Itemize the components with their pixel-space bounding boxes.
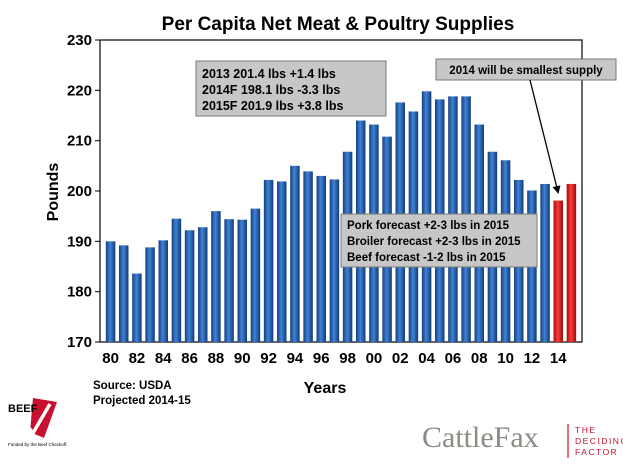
bar xyxy=(184,230,195,342)
x-tick-label: 94 xyxy=(287,350,304,367)
x-axis-title: Years xyxy=(304,380,347,397)
bar xyxy=(303,171,313,342)
beef-logo-word: BEEF xyxy=(8,403,38,415)
x-tick-label: 14 xyxy=(550,350,567,367)
y-tick-label: 230 xyxy=(67,32,92,49)
summary-line: 2015F 201.9 lbs +3.8 lbs xyxy=(202,99,343,113)
x-tick-label: 04 xyxy=(418,350,435,367)
y-tick-label: 180 xyxy=(67,284,92,301)
beef-checkoff-logo: BEEF Funded by the Beef Checkoff. xyxy=(8,398,67,447)
forecast-box: Pork forecast +2-3 lbs in 2015 Broiler f… xyxy=(340,213,538,268)
x-tick-label: 12 xyxy=(524,350,541,367)
bar xyxy=(277,181,287,342)
bar xyxy=(171,218,182,342)
projection-note: Projected 2014-15 xyxy=(93,395,191,407)
summary-line: 2014F 198.1 lbs -3.3 lbs xyxy=(202,83,340,97)
bar xyxy=(263,179,274,342)
y-tick-label: 220 xyxy=(67,82,92,99)
x-tick-label: 82 xyxy=(129,350,146,367)
bar-forecast xyxy=(553,200,563,342)
source-note: Source: USDA xyxy=(93,380,172,392)
bar xyxy=(237,219,247,342)
x-tick-label: 80 xyxy=(102,350,119,367)
forecast-line: Pork forecast +2-3 lbs in 2015 xyxy=(347,220,510,232)
forecast-line: Beef forecast -1-2 lbs in 2015 xyxy=(347,252,506,264)
cattlefax-wordmark: CattleFax xyxy=(422,421,539,454)
callout-label: 2014 will be smallest supply xyxy=(449,65,603,77)
bar xyxy=(105,241,116,342)
bar xyxy=(329,179,340,342)
summary-box: 2013 201.4 lbs +1.4 lbs 2014F 198.1 lbs … xyxy=(195,60,387,117)
y-tick-label: 200 xyxy=(67,183,92,200)
x-tick-label: 84 xyxy=(155,350,172,367)
bar xyxy=(119,245,129,342)
plot-frame xyxy=(99,39,583,343)
cattlefax-tagline: DECIDING xyxy=(575,436,623,446)
bar xyxy=(198,227,208,342)
bar xyxy=(211,211,221,342)
beef-logo-check xyxy=(22,403,52,437)
bar xyxy=(145,247,155,342)
x-tick-label: 88 xyxy=(208,350,225,367)
chart-title: Per Capita Net Meat & Poultry Supplies xyxy=(162,14,515,35)
bar xyxy=(540,183,550,342)
y-tick-label: 190 xyxy=(67,233,92,250)
x-axis-ticks: 80 82 84 86 88 90 92 94 96 98 00 02 04 06 08 10 12 14 xyxy=(102,350,567,367)
x-tick-label: 02 xyxy=(392,350,409,367)
x-tick-label: 86 xyxy=(181,350,198,367)
x-tick-label: 92 xyxy=(260,350,277,367)
forecast-line: Broiler forecast +2-3 lbs in 2015 xyxy=(347,236,521,248)
bar xyxy=(132,273,142,342)
y-tick-label: 170 xyxy=(67,334,92,351)
cattlefax-tagline: FACTOR xyxy=(575,447,618,457)
bar xyxy=(158,240,168,342)
y-axis-title: Pounds xyxy=(45,163,62,222)
beef-logo-caption: Funded by the Beef Checkoff. xyxy=(8,442,67,447)
x-tick-label: 10 xyxy=(497,350,514,367)
summary-line: 2013 201.4 lbs +1.4 lbs xyxy=(202,67,336,81)
bar xyxy=(290,165,300,342)
x-tick-label: 08 xyxy=(471,350,488,367)
bar xyxy=(250,208,261,342)
summary-box-frame xyxy=(195,60,387,117)
x-tick-label: 06 xyxy=(445,350,462,367)
bar xyxy=(316,175,326,342)
x-tick-label: 00 xyxy=(366,350,383,367)
forecast-box-frame xyxy=(340,213,538,268)
x-tick-label: 96 xyxy=(313,350,330,367)
callout-box: 2014 will be smallest supply xyxy=(435,58,617,194)
callout-arrow xyxy=(529,79,561,194)
cattlefax-tagline: THE xyxy=(575,425,597,435)
bar xyxy=(224,219,234,342)
bar-forecast xyxy=(566,183,577,342)
x-tick-label: 98 xyxy=(339,350,356,367)
x-tick-label: 90 xyxy=(234,350,251,367)
callout-frame xyxy=(435,58,617,81)
y-axis-ticks: 170 180 190 200 210 220 230 xyxy=(67,32,100,351)
cattlefax-logo: CattleFax THE DECIDING FACTOR xyxy=(422,421,623,458)
y-tick-label: 210 xyxy=(67,133,92,150)
